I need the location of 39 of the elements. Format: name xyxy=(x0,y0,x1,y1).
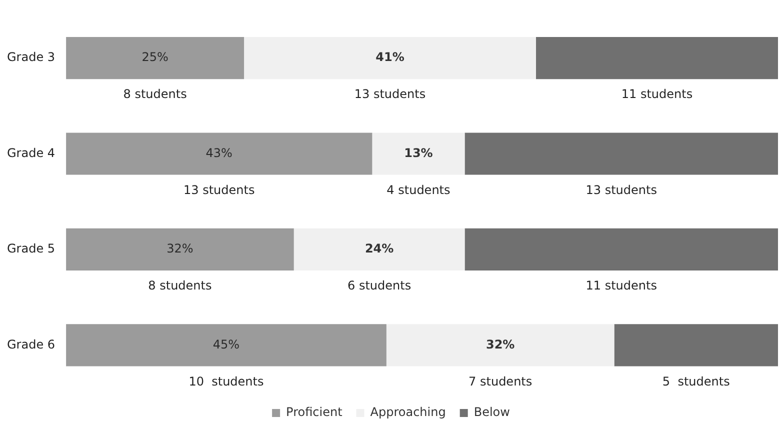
bar xyxy=(614,324,778,366)
annotation: 10 students xyxy=(188,374,264,388)
bar xyxy=(66,132,372,175)
data-label: 13% xyxy=(404,146,433,160)
y-tick-label: Grade 3 xyxy=(6,50,56,64)
bar xyxy=(464,132,778,175)
data-label: 32% xyxy=(486,337,515,352)
annotation: 13 students xyxy=(354,87,426,102)
bar xyxy=(66,228,294,271)
annotation: 8 students xyxy=(123,87,187,102)
annotation: 8 students xyxy=(148,278,212,293)
legend-label: Below xyxy=(474,405,510,420)
annotation: 4 students xyxy=(386,182,450,197)
y-tick-label: Grade 6 xyxy=(6,337,56,352)
data-label: 45% xyxy=(212,337,240,352)
bar xyxy=(66,324,386,366)
annotation: 11 students xyxy=(621,87,693,102)
annotation: 11 students xyxy=(586,278,657,293)
bar xyxy=(372,132,465,175)
bar xyxy=(536,36,778,80)
annotation: 5 students xyxy=(662,374,730,388)
bar xyxy=(386,324,614,366)
data-label: 43% xyxy=(206,146,232,160)
bar xyxy=(294,228,465,271)
bar xyxy=(244,36,536,80)
legend-label: Proficient xyxy=(286,405,343,420)
legend-label: Approaching xyxy=(370,405,446,420)
data-label: 41% xyxy=(376,50,404,64)
y-tick-label: Grade 4 xyxy=(6,146,56,160)
annotation: 7 students xyxy=(468,374,532,388)
bar xyxy=(66,36,244,80)
annotation: 13 students xyxy=(586,182,657,197)
data-label: 24% xyxy=(364,242,394,256)
y-tick-label: Grade 5 xyxy=(6,242,56,256)
bar xyxy=(464,228,778,271)
data-label: 32% xyxy=(166,242,194,256)
data-label: 25% xyxy=(142,50,168,64)
annotation: 13 students xyxy=(184,182,255,197)
annotation: 6 students xyxy=(348,278,412,293)
